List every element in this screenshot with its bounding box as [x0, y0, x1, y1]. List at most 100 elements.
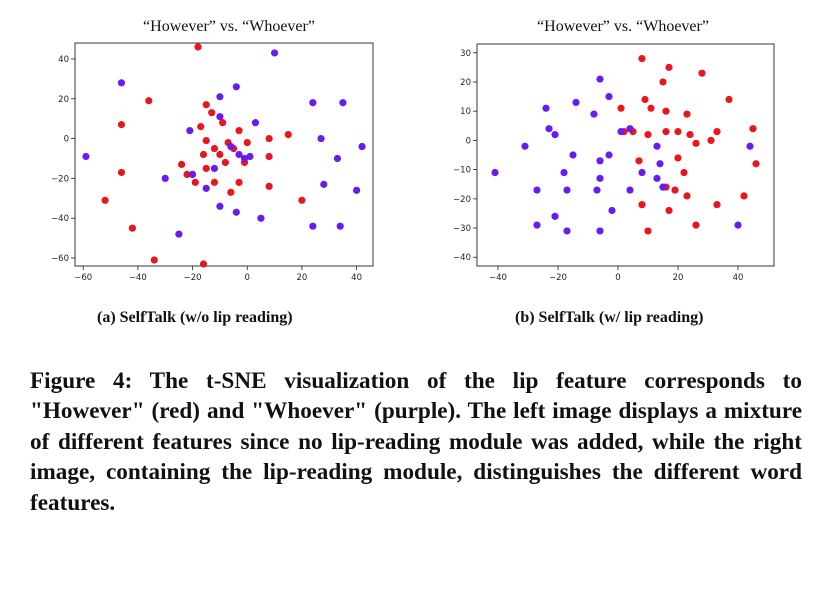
data-point-b-s1: [551, 130, 559, 139]
y-tick-label-b: 30: [460, 49, 471, 59]
data-point-b-s1: [596, 75, 604, 83]
subcaption-a: (a) SelfTalk (w/o lip reading): [97, 309, 293, 326]
subcaption-b: (b) SelfTalk (w/ lip reading): [515, 309, 704, 326]
data-point-a-s0: [265, 152, 273, 161]
x-tick-label-b: −20: [549, 273, 567, 283]
data-point-b-s1: [542, 104, 550, 112]
data-point-b-s0: [644, 227, 652, 235]
data-point-a-s1: [352, 186, 361, 194]
x-tick-label-b: 0: [615, 273, 620, 283]
data-point-a-s1: [251, 119, 260, 127]
data-point-b-s0: [674, 154, 682, 162]
data-point-a-s1: [320, 180, 328, 188]
data-point-a-s1: [227, 142, 235, 151]
data-point-b-s1: [734, 221, 742, 229]
scatter-plot-a: “However” vs. “Whoever” −60 −40 −20 0 20 40 −60…: [0, 0, 420, 304]
data-point-b-s0: [680, 168, 688, 177]
data-point-b-s0: [665, 206, 673, 215]
data-point-a-s1: [309, 222, 317, 230]
x-tick-label-b: 40: [733, 273, 744, 283]
data-point-b-s0: [662, 107, 670, 115]
data-point-a-s0: [265, 182, 273, 190]
y-tick-label-a: −60: [51, 254, 69, 264]
data-point-b-s0: [725, 95, 733, 104]
data-point-a-s0: [202, 136, 210, 145]
data-point-a-s0: [219, 119, 227, 127]
data-point-a-s0: [243, 138, 251, 147]
data-point-b-s0: [713, 128, 721, 136]
data-point-a-s1: [317, 134, 325, 143]
data-point-b-s1: [533, 186, 541, 194]
y-tick-label-b: 10: [460, 107, 471, 117]
data-point-b-s1: [638, 168, 646, 177]
data-point-a-s0: [101, 196, 109, 204]
data-point-b-s1: [605, 92, 613, 101]
data-point-b-s1: [596, 174, 604, 182]
y-tick-label-b: −40: [453, 253, 471, 263]
data-point-b-s0: [683, 192, 691, 200]
data-point-b-s0: [692, 221, 700, 229]
data-point-b-s1: [533, 221, 541, 229]
data-point-b-s0: [698, 69, 706, 77]
x-tick-label-a: −40: [129, 273, 147, 283]
data-point-b-s0: [683, 110, 691, 118]
data-point-a-s1: [235, 150, 243, 159]
data-point-a-s1: [309, 99, 317, 107]
y-tick-label-b: −10: [453, 166, 471, 176]
scatter-plot-b: “However” vs. “Whoever” −40 −20 0 20 40 −40 −30…: [420, 0, 820, 304]
data-point-a-s1: [161, 174, 169, 182]
data-point-b-s1: [569, 151, 577, 159]
data-point-b-s0: [638, 55, 646, 63]
x-tick-label-a: 20: [297, 273, 308, 283]
y-tick-label-b: 20: [460, 78, 471, 88]
data-point-a-s0: [235, 127, 243, 135]
data-point-a-s1: [216, 93, 224, 101]
data-point-a-s1: [210, 164, 219, 173]
data-point-b-s0: [671, 186, 679, 194]
figure-caption: Figure 4: The t-SNE visualization of the…: [30, 368, 802, 516]
y-tick-label-a: 20: [58, 95, 69, 105]
data-point-b-s1: [590, 110, 598, 118]
data-point-b-s0: [647, 104, 655, 112]
data-point-b-s1: [653, 142, 661, 150]
x-tick-label-b: 20: [673, 273, 684, 283]
data-point-a-s0: [150, 256, 158, 264]
data-point-a-s0: [199, 150, 208, 159]
data-point-b-s0: [674, 128, 682, 136]
data-point-b-s0: [641, 95, 649, 104]
data-point-a-s0: [128, 224, 137, 232]
data-point-a-s1: [216, 202, 224, 210]
data-point-b-s1: [626, 125, 634, 133]
data-point-a-s1: [117, 79, 126, 87]
data-point-a-s1: [257, 214, 265, 222]
data-point-a-s0: [199, 260, 208, 268]
y-tick-label-b: −30: [453, 224, 471, 234]
data-point-a-s0: [202, 101, 210, 109]
x-tick-label-b: −40: [489, 273, 507, 283]
data-point-a-s0: [298, 196, 306, 204]
data-point-b-s0: [686, 130, 694, 139]
data-point-b-s0: [707, 136, 715, 144]
data-point-a-s0: [117, 121, 126, 129]
y-tick-label-b: 0: [466, 136, 471, 146]
data-point-b-s0: [638, 201, 646, 209]
data-point-b-s0: [665, 63, 673, 71]
data-point-b-s1: [491, 168, 499, 177]
data-point-a-s0: [202, 164, 210, 173]
data-point-b-s0: [713, 201, 721, 209]
y-tick-label-b: −20: [453, 195, 471, 205]
data-point-a-s1: [82, 152, 90, 161]
scatter-svg-b: “However” vs. “Whoever” −40 −20 0 20 40 −40 −30…: [453, 18, 775, 283]
data-point-b-s0: [617, 104, 625, 112]
data-point-a-s0: [216, 150, 224, 159]
data-point-b-s1: [521, 142, 529, 150]
data-point-b-s1: [545, 125, 553, 133]
data-point-b-s1: [605, 151, 613, 159]
data-point-a-s1: [186, 127, 194, 135]
x-tick-label-a: −20: [184, 273, 202, 283]
data-point-a-s1: [216, 113, 224, 121]
data-point-b-s1: [656, 160, 664, 168]
chart-title-a: “However” vs. “Whoever”: [143, 18, 315, 35]
data-point-b-s1: [593, 186, 601, 194]
data-point-b-s0: [752, 160, 760, 168]
